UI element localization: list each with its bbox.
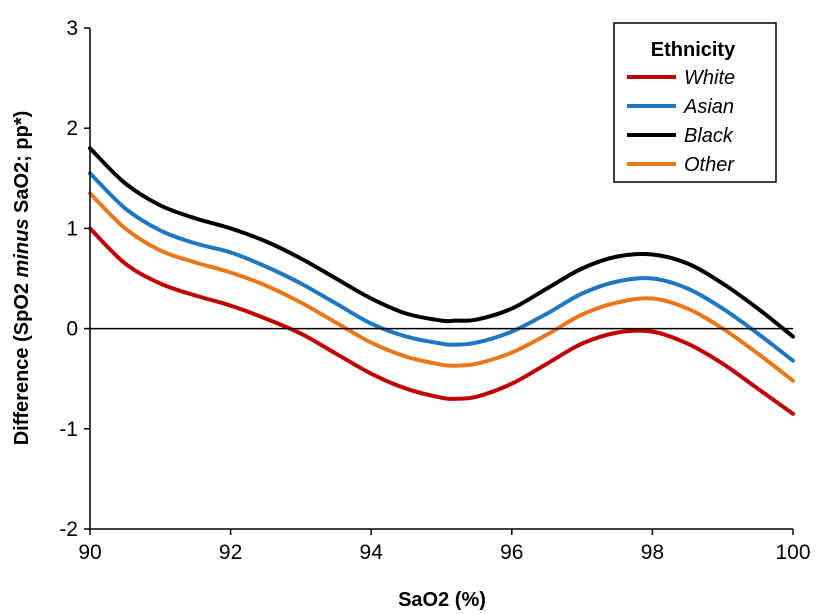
x-tick-label: 98 [641,541,664,564]
legend-label-asian: Asian [683,96,734,118]
y-axis-title-part-1: Difference (SpO2 [11,277,33,445]
legend-label-black: Black [684,125,734,147]
series-line-black [88,146,795,339]
x-axis-ticks: 90 92 94 96 98 100 [78,529,811,564]
y-tick-label: -1 [59,418,78,441]
legend: Ethnicity White Asian Black Other [613,22,777,183]
x-tick-label: 100 [775,541,810,564]
x-tick-label: 96 [500,541,523,564]
y-tick-label: 1 [66,217,78,240]
x-tick-label: 94 [360,541,384,564]
series-lines [88,146,795,416]
y-axis-title-part-3: SaO2; pp*) [11,111,33,219]
y-axis-title: Difference (SpO2 minus SaO2; pp*) [11,111,33,446]
x-tick-label: 90 [78,541,101,564]
legend-items: White Asian Black Other [627,67,735,176]
legend-title: Ethnicity [651,39,736,61]
y-tick-label: 3 [66,17,78,40]
series-line-white [88,226,795,416]
y-axis-ticks: -2 -1 0 1 2 3 [59,17,90,541]
series-line-asian [88,171,795,363]
y-tick-label: -2 [59,518,78,541]
y-tick-label: 0 [66,318,78,341]
series-line-other [88,191,795,383]
legend-box [613,22,777,183]
x-axis-title: SaO2 (%) [398,589,486,611]
legend-label-other: Other [684,154,735,176]
legend-label-white: White [684,67,735,89]
y-tick-label: 2 [66,117,78,140]
y-axis-title-part-2: minus [11,219,33,278]
x-tick-label: 92 [219,541,242,564]
